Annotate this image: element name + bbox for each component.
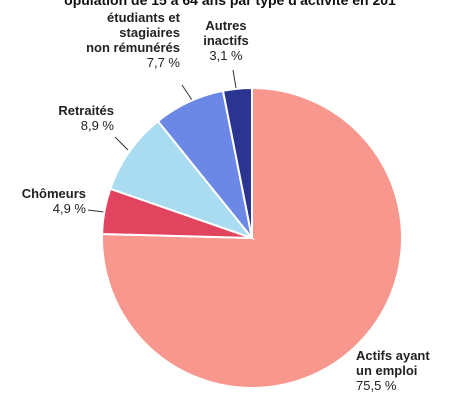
value-label: 4,9 % <box>52 201 86 216</box>
leader-line <box>181 84 193 101</box>
category-name: étudiants et stagiaires non rémunérés <box>86 10 180 55</box>
leader-line <box>114 136 129 151</box>
category-name: Actifs ayant un emploi <box>356 348 430 378</box>
category-name: Chômeurs <box>21 186 86 201</box>
value-label: 3,1 % <box>209 48 243 63</box>
slice-label: Retraités 8,9 % <box>58 103 114 133</box>
value-label: 8,9 % <box>80 118 114 133</box>
leader-line <box>87 209 105 213</box>
value-label: 75,5 % <box>356 378 397 393</box>
slice-label: Chômeurs 4,9 % <box>22 186 86 216</box>
pie-slice <box>221 86 253 239</box>
category-name: Autres inactifs <box>203 18 249 48</box>
category-name: Retraités <box>58 103 114 118</box>
leader-line <box>232 69 237 89</box>
slice-label: Autres inactifs 3,1 % <box>196 18 256 63</box>
pie-slice <box>109 119 255 241</box>
slice-label: Actifs ayant un emploi 75,5 % <box>356 348 430 393</box>
chart-title: opulation de 15 à 64 ans par type d'acti… <box>64 0 396 8</box>
value-label: 7,7 % <box>146 55 180 70</box>
slice-label: étudiants et stagiaires non rémunérés 7,7… <box>86 10 180 70</box>
